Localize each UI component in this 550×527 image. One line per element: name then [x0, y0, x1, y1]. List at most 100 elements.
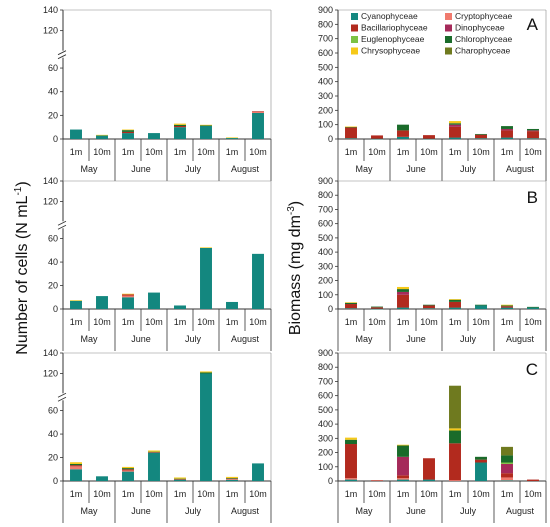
bar-segment-cyanophyceae [423, 308, 435, 309]
bar-segment-chlorophyceae [70, 463, 82, 466]
bar-segment-chlorophyceae [527, 306, 539, 308]
bar-segment-cryptophyceae [501, 477, 513, 481]
bar-segment-bacillariophyceae [475, 459, 487, 463]
bar-segment-chlorophyceae [122, 468, 134, 470]
bar-segment-cyanophyceae [252, 112, 264, 139]
month-label: May [80, 164, 98, 174]
bar-segment-cyanophyceae [226, 479, 238, 481]
bar-segment-cyanophyceae [345, 479, 357, 481]
y-tick-label: 300 [318, 261, 333, 271]
y-tick-label: 140 [43, 348, 58, 358]
y-tick-label: 700 [318, 34, 333, 44]
x-tick-label: 1m [449, 317, 462, 327]
left-y-axis-label: Number of cells (N mL-1) [13, 181, 31, 354]
bar-segment-cyanophyceae [475, 138, 487, 139]
bar-segment-chlorophyceae [423, 304, 435, 306]
x-tick-label: 1m [226, 147, 239, 157]
bar-segment-cyanophyceae [475, 305, 487, 309]
y-tick-label: 500 [318, 405, 333, 415]
x-tick-label: 1m [345, 489, 358, 499]
bar-segment-chlorophyceae [449, 299, 461, 302]
y-tick-label: 20 [48, 281, 58, 291]
y-tick-label: 100 [318, 290, 333, 300]
bar-segment-charophyceae [449, 385, 461, 429]
chart-panel-5: 0 100 200 300 400 500 600 700 800 900 1m 10m 1m 10m 1m… [318, 176, 547, 351]
bar-segment-bacillariophyceae [148, 452, 160, 453]
bar-segment-chrysophyceae [200, 247, 212, 248]
x-tick-label: 1m [345, 317, 358, 327]
legend-item: Euglenophyceae [351, 34, 425, 44]
bar-segment-bacillariophyceae [449, 301, 461, 308]
y-tick-label: 0 [328, 304, 333, 314]
legend-swatch [445, 36, 452, 43]
x-tick-label: 10m [368, 147, 386, 157]
x-tick-label: 1m [70, 489, 83, 499]
legend-label: Bacillariophyceae [361, 23, 428, 33]
x-tick-label: 10m [420, 147, 438, 157]
legend-label: Chrysophyceae [361, 46, 420, 56]
x-tick-label: 1m [226, 317, 239, 327]
bar-segment-chlorophyceae [345, 126, 357, 128]
x-tick-label: 10m [472, 489, 490, 499]
bar-segment-cyanophyceae [122, 471, 134, 481]
x-tick-label: 10m [93, 489, 111, 499]
bar-segment-chrysophyceae [122, 466, 134, 469]
bar-segment-cyanophyceae [397, 479, 409, 481]
y-tick-label: 500 [318, 62, 333, 72]
month-label: May [355, 506, 373, 516]
bar-segment-cyanophyceae [200, 373, 212, 481]
bar-segment-cyanophyceae [501, 480, 513, 481]
x-tick-label: 10m [472, 147, 490, 157]
y-tick-label: 500 [318, 233, 333, 243]
x-tick-label: 1m [122, 489, 135, 499]
bar-segment-cryptophyceae [122, 295, 134, 298]
bar-segment-bacillariophyceae [501, 130, 513, 138]
bar-segment-chrysophyceae [174, 123, 186, 125]
bar-segment-chrysophyceae [397, 286, 409, 290]
bar-segment-bacillariophyceae [449, 443, 461, 481]
y-tick-label: 40 [48, 87, 58, 97]
bar-segment-charophyceae [501, 446, 513, 456]
bar-segment-cryptophyceae [449, 480, 461, 481]
bar-segment-chrysophyceae [449, 299, 461, 300]
bar-segment-cyanophyceae [501, 137, 513, 139]
bar-segment-chlorophyceae [345, 439, 357, 445]
y-tick-label: 40 [48, 429, 58, 439]
y-tick-label: 0 [53, 304, 58, 314]
bar-segment-bacillariophyceae [397, 130, 409, 137]
bar-segment-cyanophyceae [252, 463, 264, 481]
axis-break-mark [57, 392, 67, 398]
bar-segment-chlorophyceae [200, 372, 212, 374]
bar-segment-cyanophyceae [371, 138, 383, 140]
bar-segment-chlorophyceae [501, 305, 513, 307]
bar-segment-cyanophyceae [148, 292, 160, 309]
x-tick-label: 10m [249, 489, 267, 499]
bar-segment-bacillariophyceae [122, 294, 134, 296]
bar-segment-cyanophyceae [371, 308, 383, 310]
x-tick-label: 10m [524, 147, 542, 157]
legend-swatch [351, 47, 358, 55]
x-tick-label: 10m [145, 147, 163, 157]
legend-label: Cyanophyceae [361, 11, 418, 21]
bar-segment-bacillariophyceae [397, 475, 409, 479]
x-tick-label: 10m [368, 489, 386, 499]
chart-panel-3: 0 20 40 60 120 140 1m 10m 1m 10m 1m 10m 1m 10m May June… [43, 348, 272, 523]
x-tick-label: 1m [226, 489, 239, 499]
axis-break-gap [59, 221, 67, 229]
legend-label: Chlorophyceae [455, 34, 512, 44]
bar-segment-cyanophyceae [226, 301, 238, 309]
y-tick-label: 0 [328, 134, 333, 144]
month-label: August [231, 334, 260, 344]
bar-segment-chrysophyceae [345, 126, 357, 128]
bar-segment-cyanophyceae [397, 307, 409, 309]
bar-segment-bacillariophyceae [423, 305, 435, 309]
y-tick-label: 20 [48, 110, 58, 120]
axis-break-mark [57, 396, 67, 402]
bar-segment-cyanophyceae [449, 307, 461, 309]
right-y-axis-label: Biomass (mg dm-3) [286, 201, 304, 335]
bar-segment-cyanophyceae [345, 308, 357, 309]
y-tick-label: 400 [318, 77, 333, 87]
bar-segment-bacillariophyceae [371, 307, 383, 309]
y-tick-label: 900 [318, 348, 333, 358]
legend-label: Dinophyceae [455, 23, 505, 33]
